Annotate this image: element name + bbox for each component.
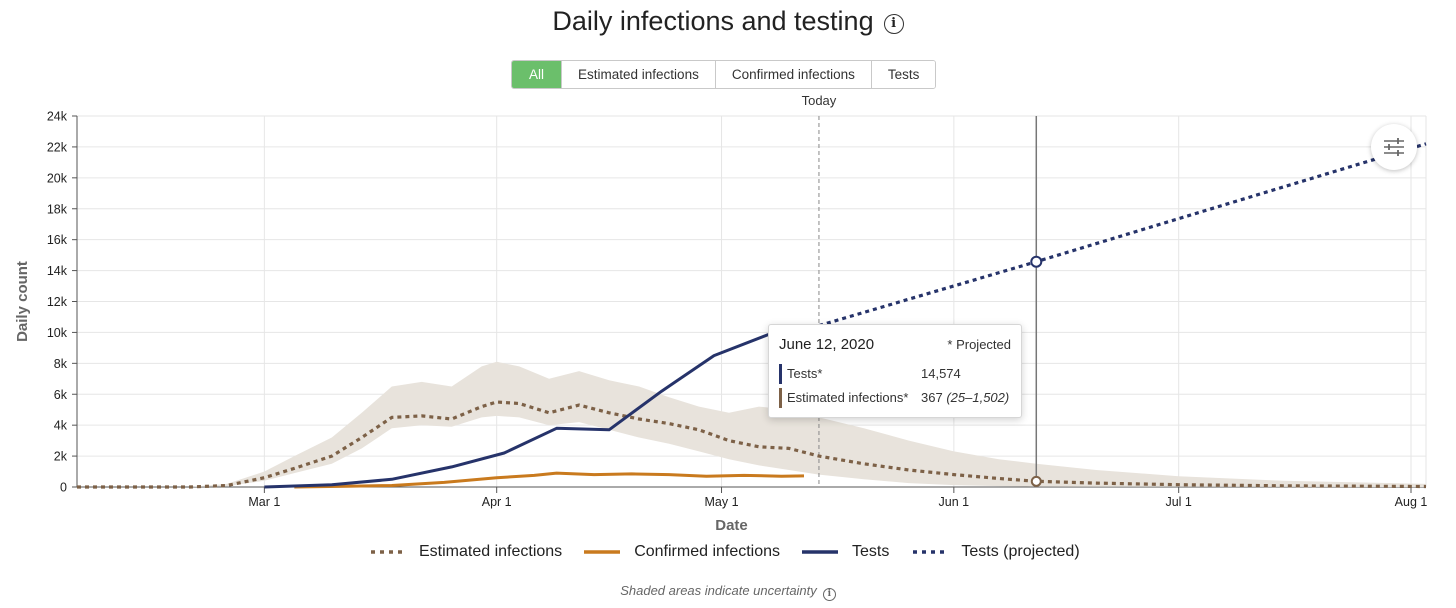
x-tick-label: Mar 1 bbox=[248, 495, 280, 509]
y-tick-label: 18k bbox=[47, 202, 68, 216]
legend-label: Estimated infections bbox=[419, 543, 563, 560]
legend-item-tests-projected[interactable]: Tests (projected) bbox=[911, 543, 1080, 561]
tooltip-label: Estimated infections* bbox=[787, 390, 909, 405]
legend-item-confirmed[interactable]: Confirmed infections bbox=[584, 543, 780, 561]
x-tick-label: Aug 1 bbox=[1395, 495, 1428, 509]
chart-title: Daily infections and testing bbox=[552, 6, 874, 36]
tooltip-value-number: 367 bbox=[921, 390, 943, 405]
tests-line bbox=[264, 326, 812, 489]
tooltip-value: 14,574 bbox=[921, 364, 961, 384]
legend-label: Tests bbox=[852, 543, 890, 560]
y-tick-label: 14k bbox=[47, 264, 68, 278]
legend-label: Confirmed infections bbox=[634, 543, 781, 560]
y-tick-label: 16k bbox=[47, 233, 68, 247]
footnote-text: Shaded areas indicate uncertainty bbox=[620, 583, 817, 598]
tab-confirmed-infections[interactable]: Confirmed infections bbox=[715, 61, 872, 88]
tests-hover-marker bbox=[1030, 255, 1043, 268]
legend-item-tests[interactable]: Tests bbox=[802, 543, 889, 561]
tooltip-date: June 12, 2020 bbox=[779, 336, 875, 353]
title-row: Daily infections and testing i bbox=[0, 6, 1456, 37]
tooltip-projected-note: * Projected bbox=[947, 337, 1011, 352]
x-axis-title: Date bbox=[715, 517, 748, 534]
x-tick-label: Apr 1 bbox=[482, 495, 512, 509]
tab-estimated-infections[interactable]: Estimated infections bbox=[562, 61, 716, 88]
info-icon[interactable]: i bbox=[883, 14, 904, 34]
x-tick-label: May 1 bbox=[704, 495, 738, 509]
y-tick-label: 8k bbox=[54, 357, 68, 371]
sliders-icon bbox=[1384, 138, 1404, 156]
tooltip-value-range: (25–1,502) bbox=[946, 390, 1010, 405]
y-tick-label: 20k bbox=[47, 171, 68, 185]
tooltip-label: Tests* bbox=[787, 366, 823, 381]
x-tick-label: Jul 1 bbox=[1165, 495, 1191, 509]
solid-line-swatch-icon bbox=[584, 550, 621, 554]
y-tick-label: 4k bbox=[54, 419, 68, 433]
y-tick-label: 6k bbox=[54, 388, 68, 402]
info-icon[interactable]: i bbox=[822, 588, 836, 601]
estimated-color-marker bbox=[779, 388, 782, 408]
uncertainty-footnote: Shaded areas indicate uncertainty i bbox=[0, 583, 1456, 601]
chart-legend: Estimated infections Confirmed infection… bbox=[369, 543, 1102, 561]
legend-label: Tests (projected) bbox=[961, 543, 1080, 560]
y-tick-label: 12k bbox=[47, 295, 68, 309]
tab-all[interactable]: All bbox=[512, 61, 563, 88]
y-tick-label: 22k bbox=[47, 140, 68, 154]
confirmed-infections-line bbox=[294, 471, 805, 489]
dotted-line-swatch-icon bbox=[371, 550, 405, 554]
tests-projected-line bbox=[811, 142, 1427, 330]
y-axis-title: Daily count bbox=[14, 261, 31, 342]
uncertainty-band bbox=[77, 361, 1426, 487]
solid-line-swatch-icon bbox=[802, 550, 839, 554]
y-tick-label: 0 bbox=[60, 481, 67, 495]
y-tick-label: 24k bbox=[47, 110, 68, 124]
x-tick-label: Jun 1 bbox=[939, 495, 970, 509]
chart-settings-button[interactable] bbox=[1371, 124, 1417, 170]
tests-color-marker bbox=[779, 364, 782, 384]
estimated-infections-line bbox=[77, 400, 1427, 489]
tab-tests[interactable]: Tests bbox=[871, 61, 936, 88]
tooltip-value: 367 (25–1,502) bbox=[921, 388, 1009, 408]
series-filter-tabs: All Estimated infections Confirmed infec… bbox=[511, 60, 937, 89]
hover-tooltip: June 12, 2020 * Projected Tests* 14,574 … bbox=[768, 324, 1022, 418]
y-tick-label: 10k bbox=[47, 326, 68, 340]
legend-item-estimated[interactable]: Estimated infections bbox=[369, 543, 562, 561]
estimated-hover-marker bbox=[1030, 475, 1042, 487]
today-label: Today bbox=[802, 93, 837, 108]
dotted-line-swatch-icon bbox=[913, 550, 948, 554]
tooltip-value-number: 14,574 bbox=[921, 366, 961, 381]
y-tick-label: 2k bbox=[54, 450, 68, 464]
